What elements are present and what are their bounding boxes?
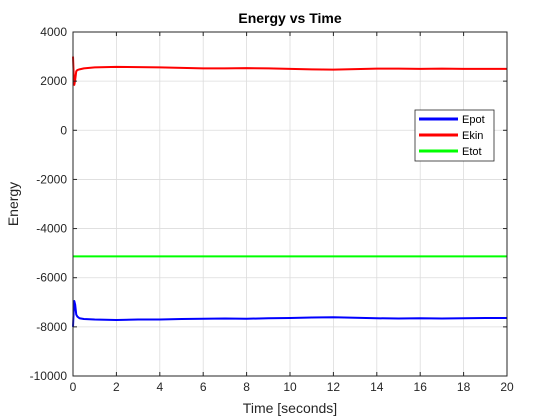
series-line-ekin	[72, 56, 507, 86]
x-tick-label: 20	[500, 380, 514, 394]
x-axis-label: Time [seconds]	[243, 400, 337, 416]
y-tick-label: -8000	[36, 320, 67, 334]
y-tick-label: -4000	[36, 222, 67, 236]
y-tick-label: 0	[60, 123, 67, 137]
legend-label-etot: Etot	[462, 146, 482, 158]
x-tick-label: 6	[200, 380, 207, 394]
legend-label-epot: Epot	[462, 114, 485, 126]
y-axis-label: Energy	[5, 182, 21, 226]
x-tick-label: 0	[70, 380, 77, 394]
y-tick-label: -6000	[36, 271, 67, 285]
legend: Epot Ekin Etot	[414, 109, 495, 162]
x-tick-label: 18	[457, 380, 471, 394]
axis-ticks: 0 2 4 6 8 10 12 14 16 18 20 -10000 -8000 -6000 -4000 -2…	[30, 25, 514, 394]
y-tick-label: 2000	[40, 74, 67, 88]
y-tick-label: -2000	[36, 172, 67, 186]
series-line-epot	[72, 300, 507, 327]
chart-title: Energy vs Time	[238, 10, 341, 26]
x-tick-label: 16	[414, 380, 428, 394]
x-tick-label: 10	[283, 380, 297, 394]
series-lines	[72, 56, 507, 327]
x-tick-label: 12	[327, 380, 341, 394]
legend-label-ekin: Ekin	[462, 130, 483, 142]
y-tick-label: -10000	[30, 369, 68, 383]
x-tick-label: 8	[243, 380, 250, 394]
y-tick-label: 4000	[40, 25, 67, 39]
x-tick-label: 14	[370, 380, 384, 394]
x-tick-label: 4	[156, 380, 163, 394]
x-tick-label: 2	[113, 380, 120, 394]
